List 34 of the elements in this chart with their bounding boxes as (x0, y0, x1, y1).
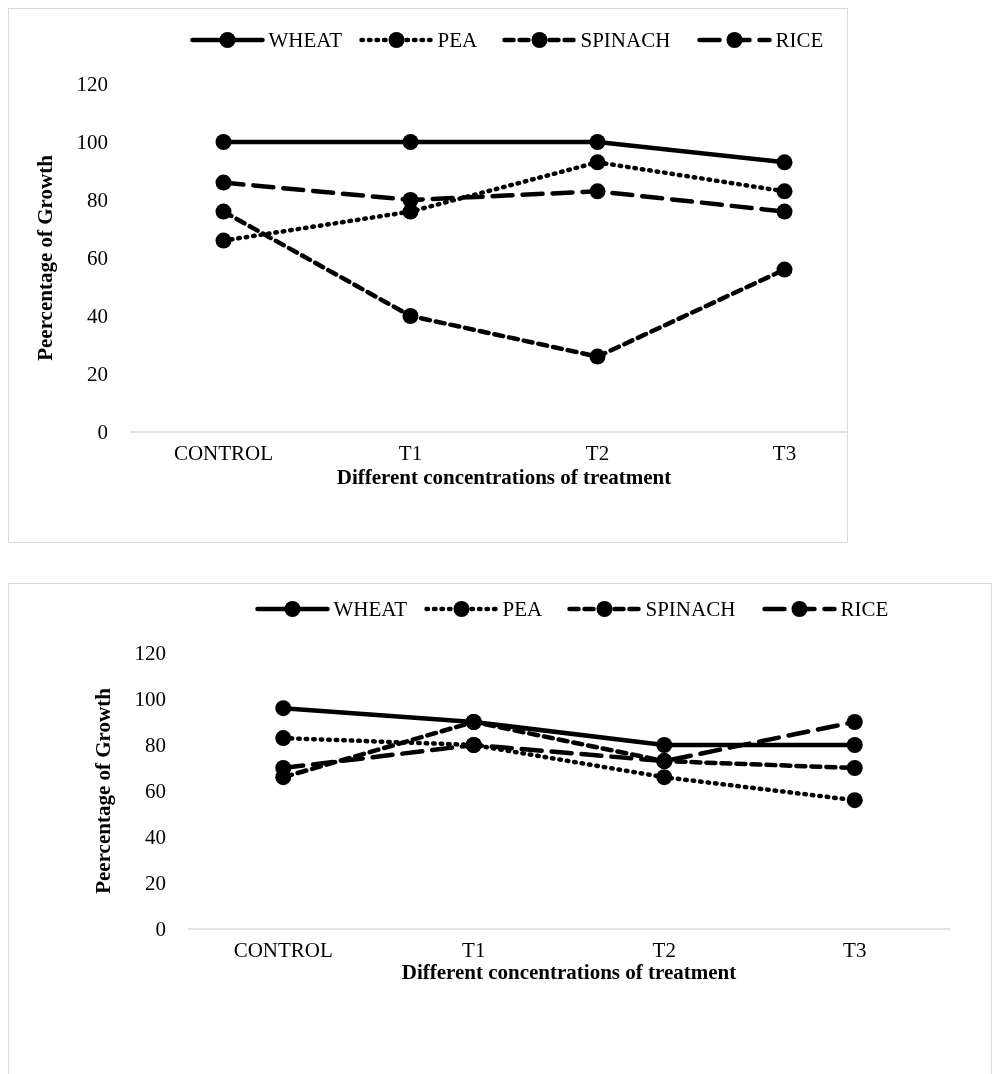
x-tick-label: T2 (652, 938, 676, 962)
y-tick-label: 120 (76, 72, 108, 97)
x-tick-label: T1 (398, 441, 423, 465)
y-tick-label: 120 (134, 641, 166, 666)
legend-label: SPINACH (645, 597, 736, 622)
y-tick-label: 60 (145, 779, 166, 804)
y-tick-label: 80 (87, 188, 108, 213)
y-tick-label: 0 (97, 420, 108, 445)
x-tick-label: T2 (585, 441, 610, 465)
legend-label: RICE (840, 597, 889, 622)
x-axis-title: Different concentrations of treatment (336, 465, 672, 489)
y-axis-title: Peercentage of Growth (33, 154, 57, 361)
y-tick-label: 40 (145, 825, 166, 850)
legend-label: SPINACH (580, 28, 671, 53)
x-tick-label: CONTROL (233, 938, 333, 962)
y-tick-label: 40 (87, 304, 108, 329)
y-axis-title: Peercentage of Growth (91, 687, 115, 894)
x-axis-title: Different concentrations of treatment (401, 960, 737, 984)
y-tick-label: 20 (145, 871, 166, 896)
x-tick-label: T3 (843, 938, 867, 962)
legend-label: WHEAT (333, 597, 408, 622)
x-tick-label: T3 (772, 441, 797, 465)
y-tick-label: 100 (134, 687, 166, 712)
legend-label: WHEAT (268, 28, 343, 53)
legend-label: PEA (502, 597, 544, 622)
y-tick-label: 100 (76, 130, 108, 155)
x-tick-label: CONTROL (173, 441, 274, 465)
legend-label: RICE (775, 28, 824, 53)
y-tick-label: 0 (155, 917, 166, 942)
x-tick-label: T1 (462, 938, 486, 962)
y-tick-label: 80 (145, 733, 166, 758)
y-tick-label: 60 (87, 246, 108, 271)
y-tick-label: 20 (87, 362, 108, 387)
legend-label: PEA (437, 28, 479, 53)
